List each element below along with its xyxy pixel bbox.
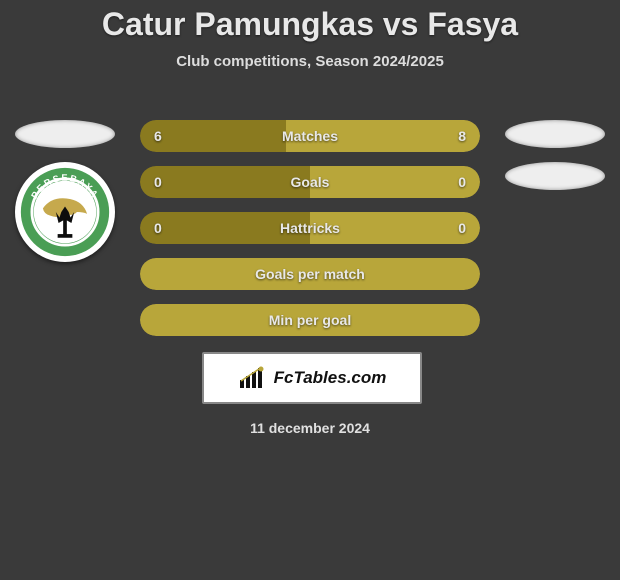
stat-row: 0 Goals 0 [140, 166, 480, 198]
page-title: Catur Pamungkas vs Fasya [0, 0, 620, 43]
stat-value-left: 6 [154, 128, 162, 144]
page-subtitle: Club competitions, Season 2024/2025 [0, 53, 620, 70]
persebaya-badge-icon: PERSEBAYA [19, 166, 111, 258]
stat-value-right: 8 [458, 128, 466, 144]
stat-value-left: 0 [154, 174, 162, 190]
fctables-logo-icon [238, 366, 268, 390]
stat-label: Min per goal [269, 312, 351, 328]
branding-box[interactable]: FcTables.com [202, 352, 422, 404]
date-text: 11 december 2024 [0, 420, 620, 436]
stat-label: Hattricks [280, 220, 340, 236]
left-flag-icon [15, 120, 115, 148]
right-flag-2-icon [505, 162, 605, 190]
right-flag-1-icon [505, 120, 605, 148]
stat-rows: 6 Matches 8 0 Goals 0 0 Hattricks 0 Goals per mat… [140, 120, 480, 336]
stat-row: Goals per match [140, 258, 480, 290]
stat-row: Min per goal [140, 304, 480, 336]
stat-value-right: 0 [458, 220, 466, 236]
stat-label: Goals per match [255, 266, 365, 282]
stat-value-right: 0 [458, 174, 466, 190]
right-side-column [500, 120, 610, 190]
left-side-column: PERSEBAYA [10, 120, 120, 262]
stat-label: Matches [282, 128, 338, 144]
branding-text: FcTables.com [274, 368, 387, 388]
left-club-badge: PERSEBAYA [15, 162, 115, 262]
stat-value-left: 0 [154, 220, 162, 236]
stat-label: Goals [291, 174, 330, 190]
stat-row: 0 Hattricks 0 [140, 212, 480, 244]
stat-row: 6 Matches 8 [140, 120, 480, 152]
page-root: Catur Pamungkas vs Fasya Club competitio… [0, 0, 620, 580]
